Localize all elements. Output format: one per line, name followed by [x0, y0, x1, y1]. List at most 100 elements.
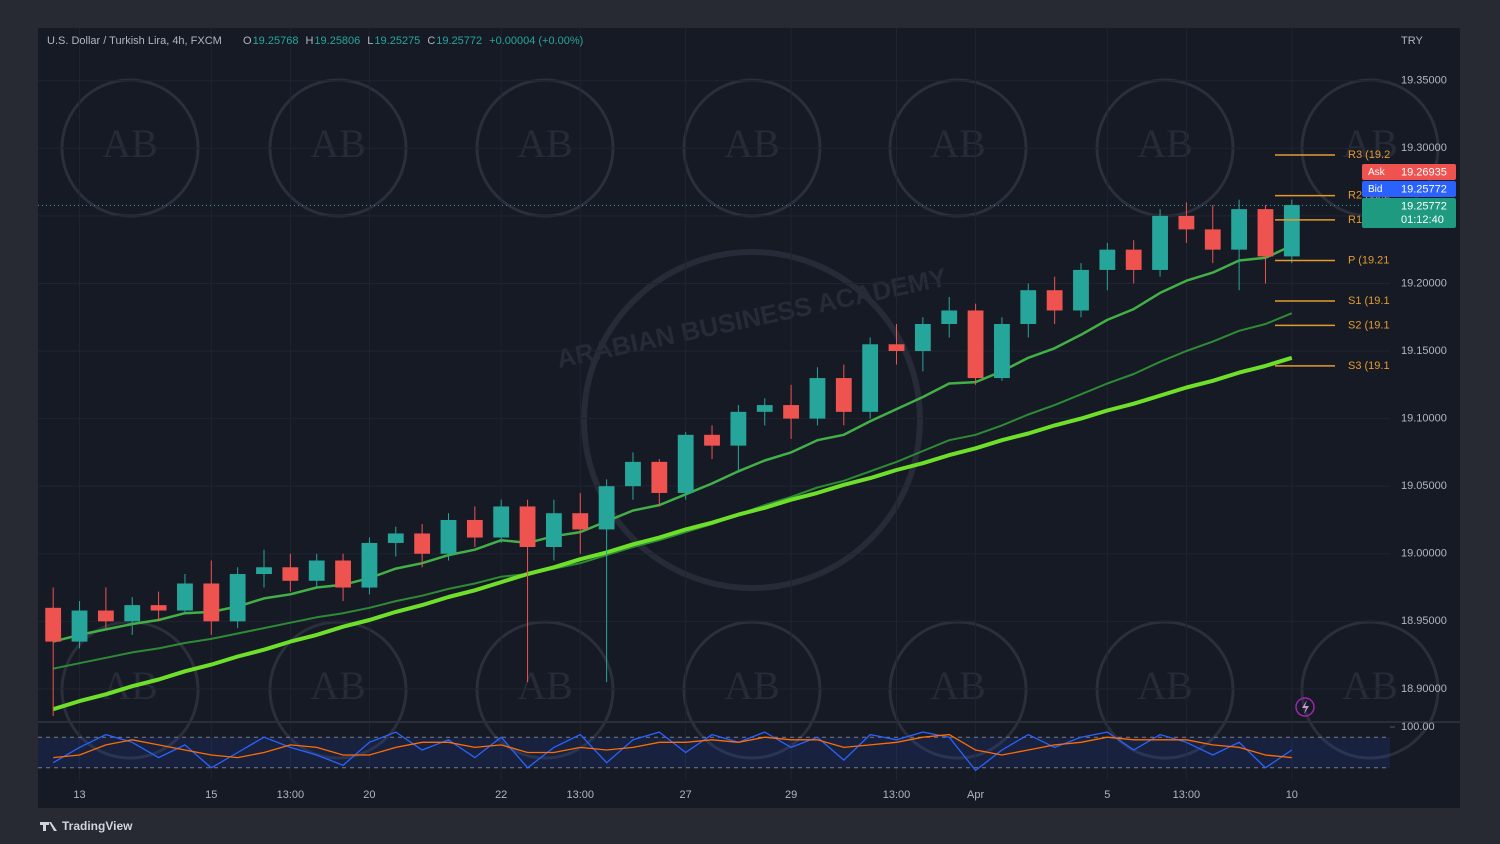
- candle-body: [835, 378, 852, 412]
- candle-body: [1152, 215, 1168, 270]
- candle-body: [1231, 209, 1248, 250]
- watermark-ring: [268, 620, 408, 760]
- watermark-monogram: AB: [310, 121, 366, 166]
- candle-body: [756, 405, 773, 412]
- candle-body: [1204, 229, 1221, 250]
- x-tick-label: Apr: [967, 789, 984, 801]
- candle-body: [651, 461, 668, 493]
- y-tick-label: 19.00000: [1401, 548, 1447, 560]
- x-tick-label: 20: [363, 789, 375, 801]
- x-tick-label: 10: [1286, 789, 1298, 801]
- candle-body: [1283, 205, 1300, 257]
- last-price-value: 19.25772: [1401, 200, 1447, 212]
- legend-key: O: [243, 35, 252, 47]
- candle-body: [888, 344, 905, 352]
- last-price-box: [1362, 198, 1456, 228]
- candle-body: [704, 434, 720, 446]
- pivot-label: S3 (19.1: [1348, 360, 1390, 372]
- pivot-label: S1 (19.1: [1348, 295, 1390, 307]
- candle-body: [914, 323, 931, 352]
- y-tick-label: 19.10000: [1401, 413, 1447, 425]
- watermark-ring: [682, 620, 822, 760]
- pivot-label: P (19.21: [1348, 254, 1389, 266]
- candle-body: [546, 513, 562, 547]
- candle-body: [203, 583, 220, 622]
- y-tick-label: 19.30000: [1401, 142, 1447, 154]
- watermark-monogram: AB: [1342, 121, 1398, 166]
- y-tick-label: 18.90000: [1401, 683, 1447, 695]
- countdown: 01:12:40: [1401, 214, 1444, 226]
- moving-average: [52, 312, 1293, 670]
- candle-body: [150, 605, 167, 611]
- chart-panel: [38, 28, 1460, 808]
- y-tick-label: 19.15000: [1401, 345, 1447, 357]
- brand-logo: [40, 822, 57, 831]
- candle-body: [256, 567, 272, 575]
- watermark-ring: [1095, 620, 1235, 760]
- watermark-monogram: AB: [1137, 663, 1193, 708]
- bid-label: Bid: [1368, 184, 1382, 195]
- legend-value: 19.25772: [436, 35, 482, 47]
- bid-box: [1362, 181, 1456, 197]
- y-tick-label: 18.95000: [1401, 615, 1447, 627]
- watermark-monogram: AB: [724, 663, 780, 708]
- legend-value: 19.25806: [314, 35, 360, 47]
- candle-body: [466, 519, 483, 538]
- x-tick-label: 27: [680, 789, 692, 801]
- watermark-ring: [1300, 620, 1440, 760]
- y-tick-label: 19.05000: [1401, 480, 1447, 492]
- watermark-monogram: AB: [1137, 121, 1193, 166]
- candle-body: [1099, 249, 1116, 270]
- y-tick-label: 19.35000: [1401, 75, 1447, 87]
- x-tick-label: 13:00: [1173, 789, 1201, 801]
- candle-body: [1020, 290, 1037, 324]
- legend-key: C: [427, 35, 435, 47]
- legend-value: 19.25275: [374, 35, 420, 47]
- band-fill: [38, 737, 1390, 768]
- pivot-label: S2 (19.1: [1348, 319, 1390, 331]
- pivot-label: R3 (19.2: [1348, 149, 1390, 161]
- candle-body: [97, 610, 114, 622]
- x-tick-label: 13:00: [277, 789, 305, 801]
- osc-tick-label: 100.00: [1401, 721, 1435, 733]
- candle-body: [1073, 269, 1089, 311]
- ask-box: [1362, 164, 1456, 180]
- watermark-ring: [60, 620, 200, 760]
- candle-body: [730, 411, 747, 446]
- currency: TRY: [1401, 35, 1423, 47]
- candle-body: [177, 583, 193, 611]
- change: +0.00004 (+0.00%): [489, 35, 583, 47]
- candle-body: [519, 506, 536, 547]
- watermark-monogram: AB: [310, 663, 366, 708]
- x-tick-label: 15: [205, 789, 217, 801]
- candle-body: [1178, 215, 1195, 230]
- alert-icon[interactable]: [1295, 697, 1315, 717]
- alert-bolt: [1302, 700, 1309, 714]
- candle-body: [71, 610, 88, 642]
- candle-body: [783, 405, 799, 419]
- axes: 18.90000 18.95000 19.00000 19.05000 19.10000…: [73, 75, 1456, 801]
- ask-value: 19.26935: [1401, 166, 1447, 178]
- watermark-monogram: AB: [724, 121, 780, 166]
- watermark-monogram: AB: [517, 663, 573, 708]
- moving-average: [52, 355, 1293, 712]
- candle-body: [387, 533, 404, 543]
- watermark-monogram: AB: [1342, 663, 1398, 708]
- candle-body: [229, 574, 246, 622]
- y-tick-label: 19.20000: [1401, 277, 1447, 289]
- moving-average: [52, 244, 1293, 643]
- watermark-monogram: AB: [930, 663, 986, 708]
- bid-value: 19.25772: [1401, 183, 1447, 195]
- oscillator-pane: 100.00: [38, 721, 1460, 772]
- legend-key: L: [367, 35, 373, 47]
- candle-body: [941, 310, 958, 324]
- watermark-monogram: AB: [102, 121, 158, 166]
- candle-body: [45, 607, 62, 642]
- candle-body: [572, 513, 589, 530]
- candle-body: [414, 533, 431, 554]
- ask-label: Ask: [1368, 167, 1386, 178]
- legend-value: 19.25768: [253, 35, 299, 47]
- osc-line: [53, 733, 1292, 759]
- x-tick-label: 22: [495, 789, 507, 801]
